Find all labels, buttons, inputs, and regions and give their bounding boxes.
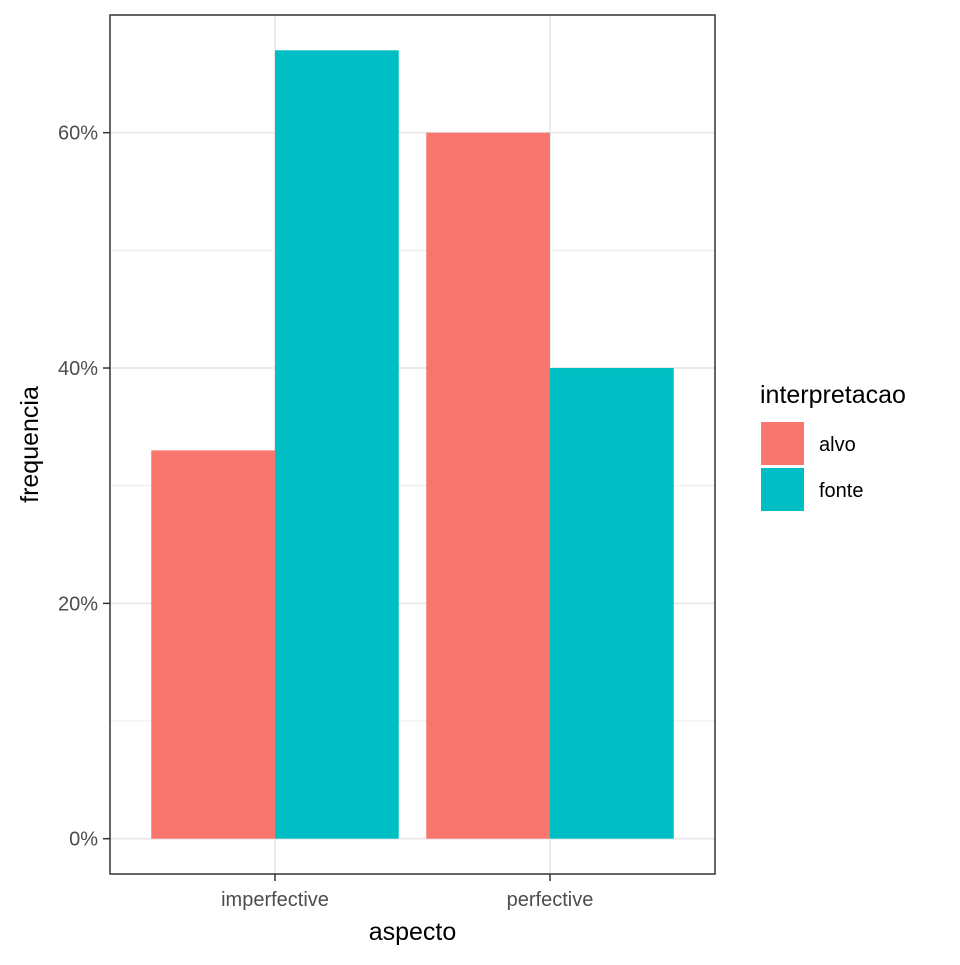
- legend-key-alvo: [761, 422, 804, 465]
- legend-title: interpretacao: [760, 381, 906, 409]
- bar-fonte-imperfective: [275, 50, 399, 839]
- bar-alvo-perfective: [426, 132, 550, 839]
- y-tick-label: 20%: [58, 593, 98, 615]
- legend-label-fonte: fonte: [819, 480, 863, 502]
- x-axis-title: aspecto: [369, 918, 457, 946]
- bar-alvo-imperfective: [151, 450, 275, 839]
- y-axis-title: frequencia: [16, 386, 44, 503]
- y-tick-label: 0%: [69, 829, 98, 851]
- bars: [151, 50, 674, 839]
- legend-key-fonte: [761, 468, 804, 511]
- axes: 0% 20% 40% 60% imperfective perfective: [58, 123, 593, 911]
- legend: interpretacao alvo fonte: [760, 381, 906, 511]
- y-tick-label: 60%: [58, 123, 98, 145]
- panel-border: [109, 14, 716, 875]
- x-tick-label: imperfective: [221, 889, 329, 911]
- x-tick-label: perfective: [507, 889, 594, 911]
- y-tick-label: 40%: [58, 358, 98, 380]
- legend-label-alvo: alvo: [819, 434, 856, 456]
- bar-fonte-perfective: [550, 368, 674, 839]
